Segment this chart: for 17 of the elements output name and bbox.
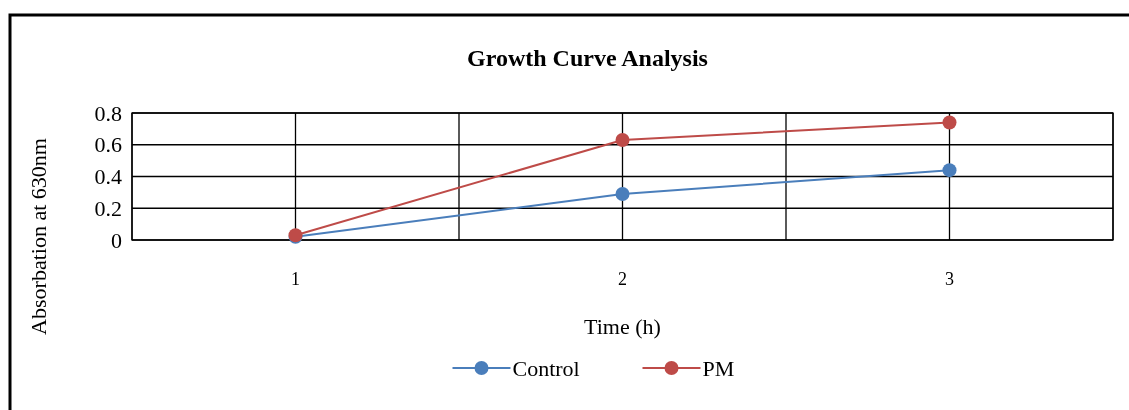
y-tick-label: 0.4 <box>94 164 122 190</box>
x-tick-label: 2 <box>618 269 627 289</box>
x-tick-label: 1 <box>291 269 300 289</box>
x-axis-title: Time (h) <box>584 314 661 339</box>
chart-title: Growth Curve Analysis <box>467 45 708 71</box>
point <box>615 186 630 201</box>
y-axis-title: Absorbation at 630nm <box>26 138 51 335</box>
legend-label: PM <box>702 355 735 381</box>
legend-label: Control <box>512 355 580 381</box>
y-tick-label: 0.8 <box>94 100 122 126</box>
point <box>615 132 630 147</box>
y-tick-label: 0.2 <box>94 195 122 221</box>
x-tick-label: 3 <box>945 269 954 289</box>
point <box>942 115 957 130</box>
point <box>942 163 957 178</box>
y-tick-label: 0.6 <box>94 132 122 158</box>
y-tick-label: 0 <box>111 227 122 253</box>
